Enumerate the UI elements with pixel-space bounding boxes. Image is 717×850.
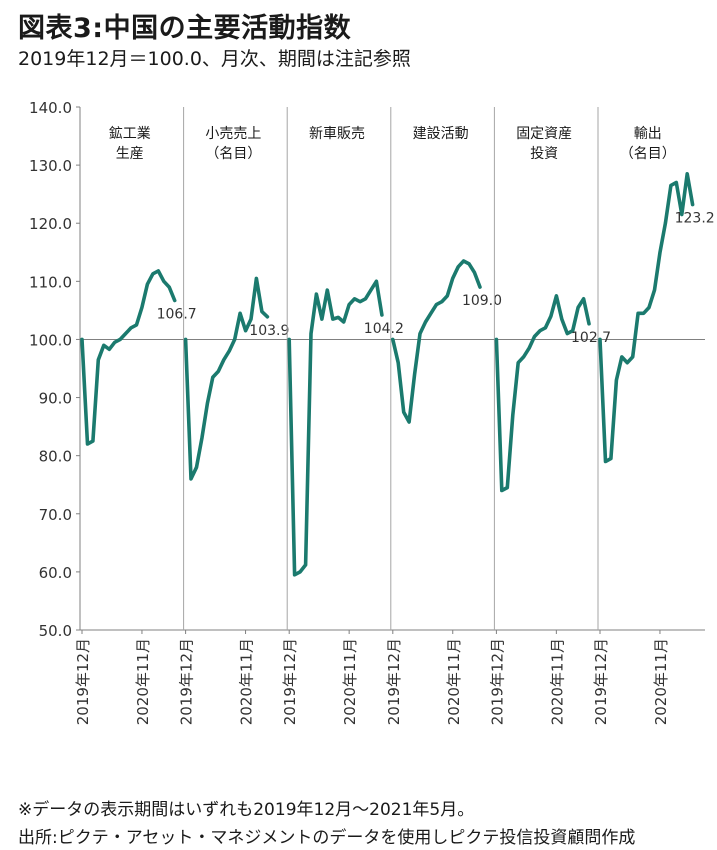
panel-label: 固定資産	[516, 126, 572, 142]
end-value-label: 102.7	[571, 330, 611, 346]
series-line	[494, 294, 591, 493]
y-tick-label: 70.0	[39, 506, 72, 524]
x-tick-label: 2020年11月	[445, 638, 463, 725]
x-tick-label: 2020年11月	[652, 638, 670, 725]
y-tick-label: 140.0	[29, 99, 72, 117]
panel-label: （名目）	[205, 146, 261, 162]
x-tick-label: 2019年12月	[281, 638, 299, 725]
x-tick-label: 2019年12月	[74, 638, 92, 725]
y-tick-label: 100.0	[29, 331, 72, 349]
series-line	[287, 279, 384, 577]
y-tick-label: 110.0	[29, 273, 72, 291]
y-tick-label: 120.0	[29, 215, 72, 233]
y-tick-label: 60.0	[39, 564, 72, 582]
y-tick-label: 130.0	[29, 157, 72, 175]
x-tick-label: 2019年12月	[178, 638, 196, 725]
panel-label: 建設活動	[413, 126, 469, 142]
series-line	[183, 276, 270, 481]
y-tick-label: 80.0	[39, 448, 72, 466]
panel-label: 投資	[530, 146, 558, 162]
end-value-label: 103.9	[249, 323, 289, 339]
x-tick-label: 2020年11月	[341, 638, 359, 725]
series-line	[598, 172, 695, 464]
series-line	[390, 259, 482, 424]
end-value-label: 109.0	[462, 293, 502, 309]
panel-label: 新車販売	[309, 125, 365, 142]
footnote-source: 出所:ピクテ・アセット・マネジメントのデータを使用しピクテ投信投資顧問作成	[18, 828, 636, 848]
x-tick-label: 2020年11月	[238, 638, 256, 725]
footnote-period: ※データの表示期間はいずれも2019年12月～2021年5月。	[18, 800, 475, 820]
chart-title: 図表3:中国の主要活動指数	[18, 13, 352, 44]
end-value-label: 104.2	[364, 321, 404, 337]
panel-label: 鉱工業	[109, 125, 151, 142]
y-tick-label: 50.0	[39, 622, 72, 640]
y-tick-label: 90.0	[39, 390, 72, 408]
end-value-label: 106.7	[157, 307, 197, 323]
x-tick-label: 2019年12月	[592, 638, 610, 725]
x-tick-label: 2020年11月	[548, 638, 566, 725]
x-tick-label: 2020年11月	[134, 638, 152, 725]
x-tick-label: 2019年12月	[488, 638, 506, 725]
end-value-label: 123.2	[675, 211, 715, 227]
panel-label: （名目）	[620, 146, 676, 162]
panel-label: 小売売上	[205, 126, 261, 142]
panel-label: 生産	[116, 146, 144, 162]
x-tick-label: 2019年12月	[385, 638, 403, 725]
series-line	[80, 269, 177, 446]
chart-subtitle: 2019年12月＝100.0、月次、期間は注記参照	[18, 48, 411, 70]
panel-label: 輸出	[634, 126, 662, 142]
